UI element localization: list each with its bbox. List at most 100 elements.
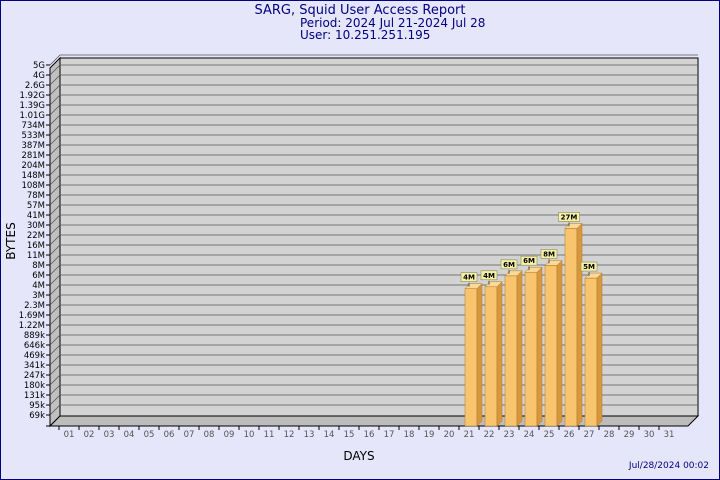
y-tick-label: 2.3M (24, 301, 45, 311)
bar-front (464, 288, 478, 427)
x-tick-label: 03 (104, 430, 115, 440)
y-tick-label: 1.39G (19, 101, 45, 111)
grid-line (49, 84, 698, 96)
bar-side (556, 259, 563, 427)
x-tick-label: 08 (204, 430, 215, 440)
value-label-box (480, 270, 498, 281)
grid-line (49, 194, 698, 206)
x-tick-label: 25 (544, 430, 555, 440)
value-label: 6M (523, 257, 535, 265)
x-tick-label: 01 (64, 430, 75, 440)
bar-side (536, 266, 543, 427)
x-axis-ticks: 01 02 03 04 05 06 07 08 09 10 11 12 13 14 15 16 17 18 19 20… (58, 426, 674, 440)
x-tick-label: 11 (264, 430, 275, 440)
y-tick-label: 1.69M (19, 311, 45, 321)
value-label-box (500, 259, 518, 270)
x-tick-label: 06 (164, 430, 175, 440)
plot-back-wall (59, 57, 699, 417)
y-tick-label: 204M (21, 161, 45, 171)
x-tick-label: 21 (464, 430, 475, 440)
value-label-box (520, 255, 538, 266)
grid-line (49, 114, 698, 126)
grid-line (49, 284, 698, 296)
x-tick-label: 23 (504, 430, 515, 440)
grid-line (49, 184, 698, 196)
report-period: Period: 2024 Jul 21-2024 Jul 28 (300, 16, 486, 30)
value-label: 5M (583, 263, 595, 271)
y-tick-label: 734M (21, 121, 45, 131)
bar-day-26: 27M (558, 212, 583, 427)
grid-line (49, 104, 698, 116)
value-label: 4M (463, 274, 475, 282)
x-tick-label: 17 (384, 430, 395, 440)
y-tick-label: 1.22M (19, 321, 45, 331)
bar-side (496, 281, 503, 427)
bar-front (524, 271, 538, 427)
x-axis-title: DAYS (343, 449, 374, 463)
grid-line (49, 214, 698, 226)
x-tick-label: 04 (124, 430, 135, 440)
bar-side (516, 270, 523, 427)
y-tick-label: 4G (33, 71, 45, 81)
y-tick-label: 5G (33, 61, 45, 71)
x-tick-label: 24 (524, 430, 535, 440)
y-tick-label: 78M (27, 191, 45, 201)
x-tick-label: 27 (584, 430, 595, 440)
x-tick-label: 02 (84, 430, 95, 440)
value-label-box (540, 249, 558, 259)
bar-front (584, 277, 598, 427)
grid-line (49, 254, 698, 266)
y-tick-label: 889k (24, 331, 45, 341)
y-tick-label: 341k (24, 361, 45, 371)
y-tick-label: 2.6G (25, 81, 45, 91)
bar-day-27: 5M (580, 261, 603, 427)
bar-front (544, 265, 558, 427)
generated-timestamp: Jul/28/2024 00:02 (628, 461, 709, 471)
y-tick-label: 533M (21, 131, 45, 141)
y-tick-label: 4M (32, 281, 45, 291)
y-axis-title: BYTES (4, 222, 18, 259)
y-tick-label: 95k (29, 401, 45, 411)
x-tick-label: 28 (604, 430, 615, 440)
y-tick-label: 247k (24, 371, 45, 381)
y-tick-label: 6M (32, 271, 45, 281)
x-tick-label: 13 (304, 430, 315, 440)
bar-side (576, 222, 583, 427)
y-tick-label: 387M (21, 141, 45, 151)
value-label: 27M (561, 213, 578, 221)
grid-lines (49, 54, 698, 416)
bar-front (564, 228, 578, 427)
y-tick-label: 148M (21, 171, 45, 181)
x-tick-label: 26 (564, 430, 575, 440)
y-tick-label: 131k (24, 391, 45, 401)
y-tick-label: 3M (32, 291, 45, 301)
grid-line (49, 264, 698, 276)
x-tick-label: 22 (484, 430, 495, 440)
x-tick-label: 07 (184, 430, 195, 440)
x-tick-label: 30 (644, 430, 655, 440)
x-tick-label: 12 (284, 430, 295, 440)
y-tick-label: 1.92G (19, 91, 45, 101)
grid-line (49, 174, 698, 186)
grid-line (49, 244, 698, 256)
report-title: SARG, Squid User Access Report (254, 3, 466, 18)
bar-side (476, 283, 483, 427)
y-tick-label: 469k (24, 351, 45, 361)
grid-line (49, 224, 698, 236)
grid-line (49, 144, 698, 156)
value-label-box (558, 212, 580, 222)
grid-line (49, 124, 698, 136)
bars: 4M 4M 6M 6M 8M 27M 5M (460, 212, 603, 427)
x-tick-label: 20 (444, 430, 455, 440)
x-tick-label: 10 (244, 430, 255, 440)
y-tick-label: 41M (27, 211, 45, 221)
report-user: User: 10.251.251.195 (300, 28, 431, 42)
value-label-box (580, 261, 598, 272)
x-tick-label: 18 (404, 430, 415, 440)
bar-front (484, 286, 498, 427)
grid-line (49, 164, 698, 176)
grid-line (49, 204, 698, 216)
y-tick-label: 30M (27, 221, 45, 231)
y-tick-label: 646k (24, 341, 45, 351)
